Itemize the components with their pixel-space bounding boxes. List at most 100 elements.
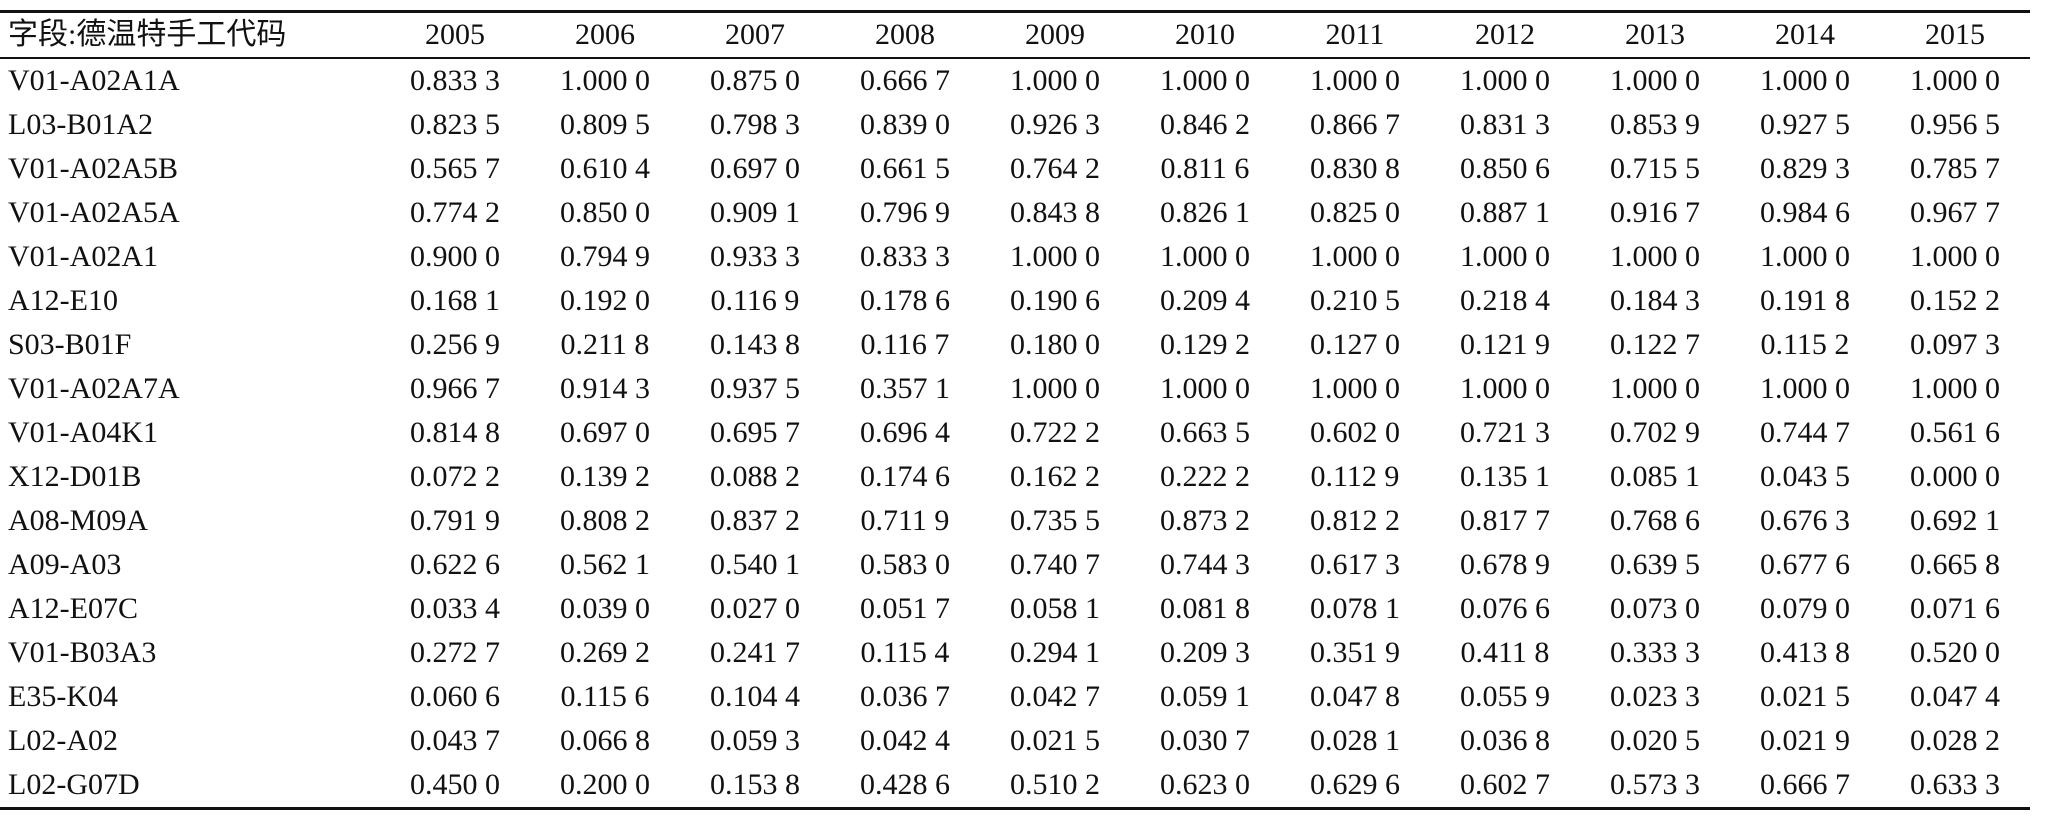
header-year-2014: 2014 (1775, 18, 1835, 51)
value-cell: 0.850 6 (1460, 152, 1550, 185)
value-cell: 0.540 1 (710, 548, 800, 581)
value-cell: 0.121 9 (1460, 328, 1550, 361)
table-row: A12-E10 0.168 1 0.192 0 0.116 9 0.178 6 0.190… (0, 279, 2030, 323)
value-cell: 0.846 2 (1160, 108, 1250, 141)
value-cell: 1.000 0 (560, 64, 650, 97)
value-cell: 0.413 8 (1760, 636, 1850, 669)
value-cell: 0.162 2 (1010, 460, 1100, 493)
value-cell: 1.000 0 (1160, 372, 1250, 405)
table-row: A08-M09A 0.791 9 0.808 2 0.837 2 0.711 9 0.73… (0, 499, 2030, 543)
value-cell: 0.097 3 (1910, 328, 2000, 361)
value-cell: 1.000 0 (1610, 372, 1700, 405)
value-cell: 0.060 6 (410, 680, 500, 713)
value-cell: 1.000 0 (1910, 240, 2000, 273)
value-cell: 0.843 8 (1010, 196, 1100, 229)
value-cell: 0.209 4 (1160, 284, 1250, 317)
data-table-container: 字段:德温特手工代码 2005 2006 2007 2008 2009 2010 2011 2… (0, 10, 2030, 810)
value-cell: 0.153 8 (710, 768, 800, 801)
value-cell: 0.711 9 (860, 504, 950, 537)
table-row: E35-K04 0.060 6 0.115 6 0.104 4 0.036 7 0.042… (0, 675, 2030, 719)
header-year-2005: 2005 (425, 18, 485, 51)
value-cell: 0.190 6 (1010, 284, 1100, 317)
value-cell: 0.610 4 (560, 152, 650, 185)
value-cell: 0.043 7 (410, 724, 500, 757)
value-cell: 0.222 2 (1160, 460, 1250, 493)
table-header: 字段:德温特手工代码 2005 2006 2007 2008 2009 2010 2011 2… (0, 11, 2030, 58)
value-cell: 0.256 9 (410, 328, 500, 361)
value-cell: 0.602 0 (1310, 416, 1400, 449)
value-cell: 0.833 3 (860, 240, 950, 273)
value-cell: 0.831 3 (1460, 108, 1550, 141)
row-code-cell: A08-M09A (8, 504, 148, 537)
value-cell: 0.967 7 (1910, 196, 2000, 229)
table-row: L02-G07D 0.450 0 0.200 0 0.153 8 0.428 6 0.51… (0, 763, 2030, 809)
value-cell: 0.059 3 (710, 724, 800, 757)
value-cell: 1.000 0 (1310, 64, 1400, 97)
value-cell: 0.450 0 (410, 768, 500, 801)
value-cell: 0.520 0 (1910, 636, 2000, 669)
value-cell: 0.666 7 (1760, 768, 1850, 801)
value-cell: 0.573 3 (1610, 768, 1700, 801)
value-cell: 1.000 0 (1910, 64, 2000, 97)
value-cell: 0.051 7 (860, 592, 950, 625)
value-cell: 0.066 8 (560, 724, 650, 757)
value-cell: 0.768 6 (1610, 504, 1700, 537)
value-cell: 0.081 8 (1160, 592, 1250, 625)
value-cell: 0.665 8 (1910, 548, 2000, 581)
value-cell: 0.272 7 (410, 636, 500, 669)
value-cell: 0.663 5 (1160, 416, 1250, 449)
value-cell: 1.000 0 (1610, 240, 1700, 273)
row-code-cell: V01-A02A5B (8, 152, 178, 185)
value-cell: 0.744 3 (1160, 548, 1250, 581)
value-cell: 0.933 3 (710, 240, 800, 273)
value-cell: 0.241 7 (710, 636, 800, 669)
table-row: L03-B01A2 0.823 5 0.809 5 0.798 3 0.839 0 0.9… (0, 103, 2030, 147)
value-cell: 0.269 2 (560, 636, 650, 669)
value-cell: 0.562 1 (560, 548, 650, 581)
value-cell: 0.826 1 (1160, 196, 1250, 229)
value-cell: 0.180 0 (1010, 328, 1100, 361)
value-cell: 0.661 5 (860, 152, 950, 185)
row-code-cell: V01-B03A3 (8, 636, 157, 669)
value-cell: 0.168 1 (410, 284, 500, 317)
value-cell: 0.428 6 (860, 768, 950, 801)
value-cell: 0.984 6 (1760, 196, 1850, 229)
value-cell: 0.853 9 (1610, 108, 1700, 141)
data-table: 字段:德温特手工代码 2005 2006 2007 2008 2009 2010 2011 2… (0, 10, 2030, 810)
value-cell: 0.808 2 (560, 504, 650, 537)
header-year-2006: 2006 (575, 18, 635, 51)
value-cell: 0.817 7 (1460, 504, 1550, 537)
value-cell: 0.833 3 (410, 64, 500, 97)
value-cell: 0.028 2 (1910, 724, 2000, 757)
value-cell: 0.937 5 (710, 372, 800, 405)
value-cell: 0.873 2 (1160, 504, 1250, 537)
value-cell: 0.191 8 (1760, 284, 1850, 317)
value-cell: 0.139 2 (560, 460, 650, 493)
value-cell: 0.174 6 (860, 460, 950, 493)
value-cell: 0.042 4 (860, 724, 950, 757)
value-cell: 0.178 6 (860, 284, 950, 317)
value-cell: 0.071 6 (1910, 592, 2000, 625)
value-cell: 0.333 3 (1610, 636, 1700, 669)
row-code-cell: L02-A02 (8, 724, 118, 757)
value-cell: 0.043 5 (1760, 460, 1850, 493)
row-code-cell: E35-K04 (8, 680, 118, 713)
table-row: S03-B01F 0.256 9 0.211 8 0.143 8 0.116 7 0.18… (0, 323, 2030, 367)
value-cell: 1.000 0 (1160, 240, 1250, 273)
value-cell: 0.112 9 (1310, 460, 1400, 493)
value-cell: 0.764 2 (1010, 152, 1100, 185)
value-cell: 0.115 4 (860, 636, 950, 669)
value-cell: 0.115 2 (1760, 328, 1850, 361)
value-cell: 1.000 0 (1010, 64, 1100, 97)
row-code-cell: V01-A04K1 (8, 416, 158, 449)
value-cell: 0.115 6 (560, 680, 650, 713)
value-cell: 0.021 5 (1010, 724, 1100, 757)
table-body: V01-A02A1A 0.833 3 1.000 0 0.875 0 0.666 7 1.… (0, 58, 2030, 809)
value-cell: 0.678 9 (1460, 548, 1550, 581)
value-cell: 1.000 0 (1310, 240, 1400, 273)
row-code-cell: V01-A02A1 (8, 240, 158, 273)
value-cell: 0.085 1 (1610, 460, 1700, 493)
value-cell: 0.143 8 (710, 328, 800, 361)
value-cell: 1.000 0 (1460, 64, 1550, 97)
table-row: V01-A02A1A 0.833 3 1.000 0 0.875 0 0.666 7 1.… (0, 58, 2030, 103)
